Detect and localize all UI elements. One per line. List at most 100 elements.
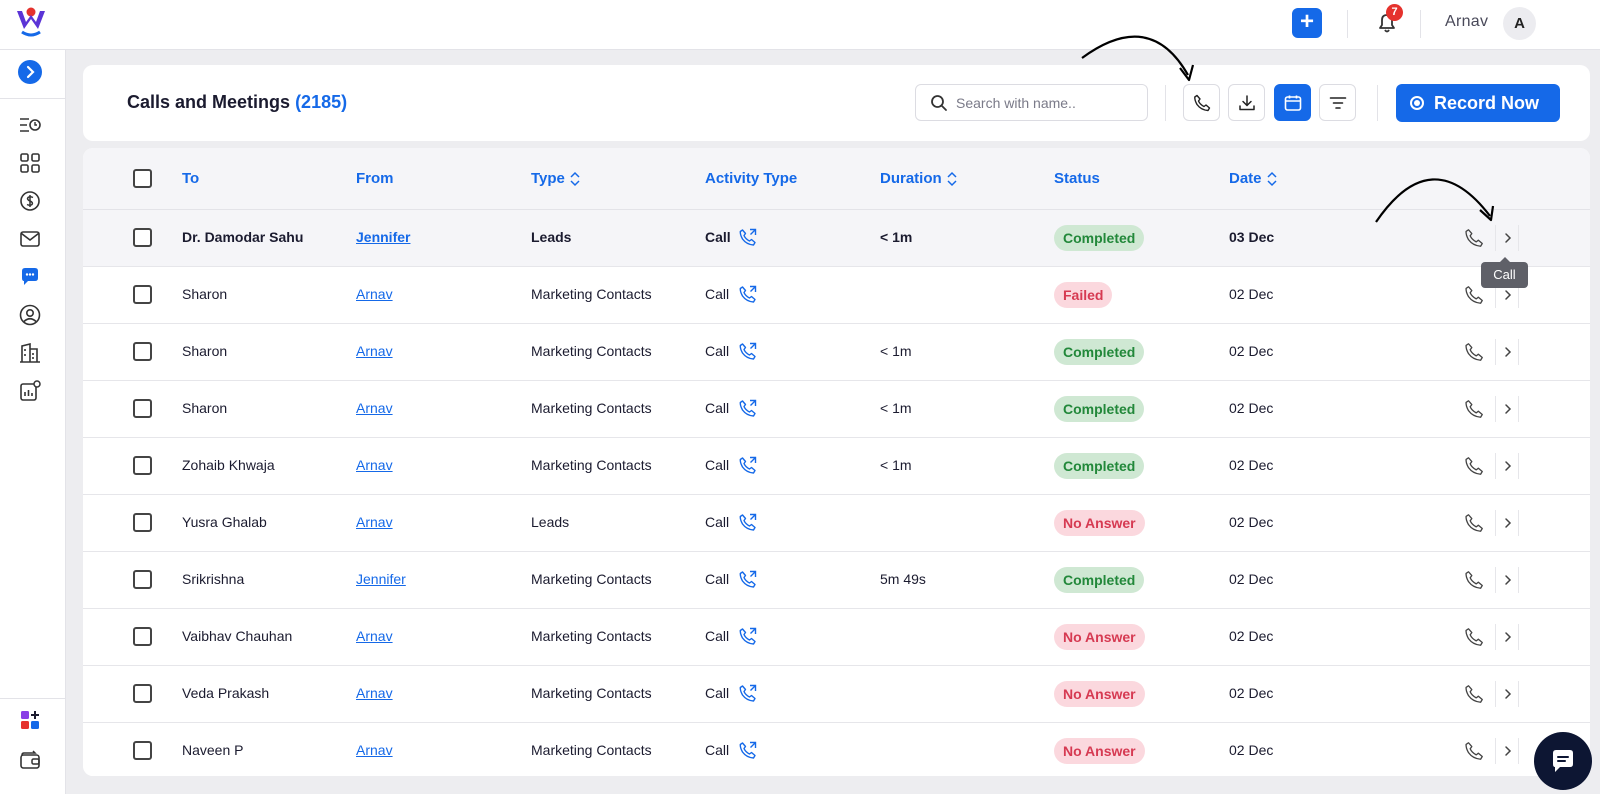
table-row[interactable]: Yusra Ghalab Arnav Leads Call No Answer 02 De… [83, 495, 1590, 552]
dollar-icon[interactable] [18, 189, 42, 213]
column-header-status[interactable]: Status [1054, 170, 1100, 187]
row-open-details-button[interactable] [1495, 282, 1519, 308]
row-open-details-button[interactable] [1495, 339, 1519, 365]
cell-date: 02 Dec [1229, 343, 1274, 359]
column-header-to[interactable]: To [182, 170, 200, 187]
table-row[interactable]: Veda Prakash Arnav Marketing Contacts Call N… [83, 666, 1590, 723]
row-call-icon[interactable] [1463, 455, 1485, 477]
cell-to: Srikrishna [182, 571, 245, 587]
table-header: To From Type Activity Type Duration Stat… [83, 148, 1590, 210]
calendar-icon [1284, 95, 1302, 111]
download-button[interactable] [1228, 84, 1265, 121]
table-row[interactable]: Vaibhav Chauhan Arnav Marketing Contacts Ca… [83, 609, 1590, 666]
row-call-icon[interactable] [1463, 512, 1485, 534]
sort-icon[interactable] [946, 171, 958, 187]
table-row[interactable]: Sharon Arnav Marketing Contacts Call Failed 0… [83, 267, 1590, 324]
row-checkbox[interactable] [133, 513, 152, 532]
column-header-duration[interactable]: Duration [880, 170, 958, 187]
row-checkbox[interactable] [133, 627, 152, 646]
header-divider [1377, 85, 1378, 121]
row-call-icon[interactable] [1463, 626, 1485, 648]
avatar[interactable]: A [1503, 7, 1536, 40]
row-checkbox[interactable] [133, 228, 152, 247]
row-checkbox[interactable] [133, 741, 152, 760]
column-header-activity-type[interactable]: Activity Type [705, 170, 798, 187]
sidebar-expand-button[interactable] [18, 60, 42, 84]
activity-list-icon[interactable] [18, 113, 42, 137]
row-open-details-button[interactable] [1495, 567, 1519, 593]
row-open-details-button[interactable] [1495, 225, 1519, 251]
row-call-icon[interactable] [1463, 740, 1485, 762]
row-open-details-button[interactable] [1495, 396, 1519, 422]
row-open-details-button[interactable] [1495, 624, 1519, 650]
user-icon[interactable] [18, 303, 42, 327]
column-header-type[interactable]: Type [531, 170, 581, 187]
support-chat-button[interactable] [1534, 732, 1592, 790]
row-call-icon[interactable] [1463, 683, 1485, 705]
row-call-icon[interactable] [1463, 569, 1485, 591]
cell-from-link[interactable]: Arnav [356, 514, 393, 530]
apps-add-icon[interactable] [18, 708, 42, 732]
row-open-details-button[interactable] [1495, 681, 1519, 707]
cell-from-link[interactable]: Arnav [356, 685, 393, 701]
cell-from-link[interactable]: Jennifer [356, 229, 411, 245]
table-row[interactable]: Srikrishna Jennifer Marketing Contacts Call… [83, 552, 1590, 609]
cell-from-link[interactable]: Arnav [356, 628, 393, 644]
row-checkbox[interactable] [133, 684, 152, 703]
row-open-details-button[interactable] [1495, 510, 1519, 536]
cell-from-link[interactable]: Arnav [356, 400, 393, 416]
row-open-details-button[interactable] [1495, 738, 1519, 764]
calendar-button[interactable] [1274, 84, 1311, 121]
row-call-icon[interactable] [1463, 341, 1485, 363]
row-checkbox[interactable] [133, 456, 152, 475]
row-checkbox[interactable] [133, 342, 152, 361]
notification-count-badge: 7 [1386, 4, 1403, 21]
cell-date: 02 Dec [1229, 400, 1274, 416]
status-badge: Completed [1054, 453, 1145, 479]
row-call-icon[interactable] [1463, 227, 1485, 249]
status-badge: Completed [1054, 567, 1145, 593]
table-row[interactable]: Sharon Arnav Marketing Contacts Call < 1m Com… [83, 324, 1590, 381]
app-logo-icon[interactable] [14, 5, 48, 39]
user-name[interactable]: Arnav [1445, 13, 1489, 30]
record-now-button[interactable]: Record Now [1396, 84, 1560, 122]
cell-type: Marketing Contacts [531, 343, 652, 359]
row-call-icon[interactable] [1463, 284, 1485, 306]
search-box[interactable] [915, 84, 1148, 121]
row-checkbox[interactable] [133, 570, 152, 589]
row-call-icon[interactable] [1463, 398, 1485, 420]
filter-button[interactable] [1319, 84, 1356, 121]
dashboard-grid-icon[interactable] [18, 151, 42, 175]
cell-from-link[interactable]: Arnav [356, 457, 393, 473]
table-row[interactable]: Zohaib Khwaja Arnav Marketing Contacts Call… [83, 438, 1590, 495]
building-icon[interactable] [18, 341, 42, 365]
cell-activity-type: Call [705, 628, 730, 644]
call-log-button[interactable] [1183, 84, 1220, 121]
cell-from-link[interactable]: Arnav [356, 343, 393, 359]
cell-activity-type: Call [705, 742, 730, 758]
sort-icon[interactable] [1266, 171, 1278, 187]
search-input[interactable] [956, 93, 1141, 113]
quick-add-button[interactable]: + [1292, 8, 1322, 38]
cell-from-link[interactable]: Jennifer [356, 571, 406, 587]
column-header-from[interactable]: From [356, 170, 394, 187]
sort-icon[interactable] [569, 171, 581, 187]
chat-icon[interactable] [18, 265, 42, 289]
mail-icon[interactable] [18, 227, 42, 251]
cell-from-link[interactable]: Arnav [356, 742, 393, 758]
status-badge: No Answer [1054, 624, 1145, 650]
table-row[interactable]: Dr. Damodar Sahu Jennifer Leads Call < 1m Com… [83, 210, 1590, 267]
row-checkbox[interactable] [133, 399, 152, 418]
row-checkbox[interactable] [133, 285, 152, 304]
table-row[interactable]: Sharon Arnav Marketing Contacts Call < 1m Com… [83, 381, 1590, 438]
download-icon [1239, 95, 1255, 111]
cell-date: 02 Dec [1229, 742, 1274, 758]
cell-from-link[interactable]: Arnav [356, 286, 393, 302]
row-open-details-button[interactable] [1495, 453, 1519, 479]
cell-type: Leads [531, 514, 570, 530]
column-header-date[interactable]: Date [1229, 170, 1278, 187]
select-all-checkbox[interactable] [133, 169, 152, 188]
wallet-icon[interactable] [18, 748, 42, 772]
analytics-settings-icon[interactable] [18, 379, 42, 403]
table-row[interactable]: Naveen P Arnav Marketing Contacts Call No An… [83, 723, 1590, 776]
